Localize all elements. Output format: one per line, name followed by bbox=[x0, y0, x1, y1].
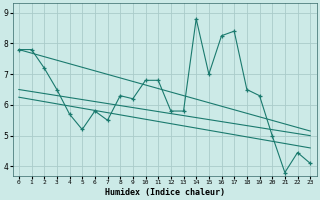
X-axis label: Humidex (Indice chaleur): Humidex (Indice chaleur) bbox=[105, 188, 225, 197]
